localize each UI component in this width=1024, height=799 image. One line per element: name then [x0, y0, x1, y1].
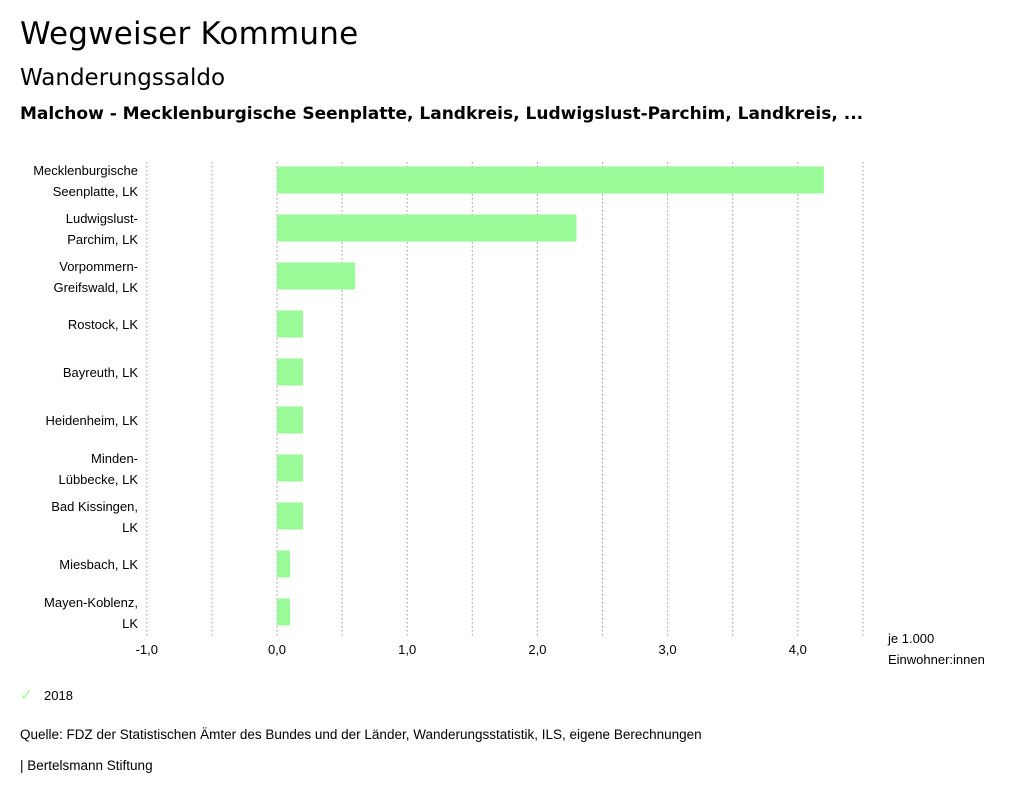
category-label: Bayreuth, LK [63, 365, 138, 380]
category-label: Mecklenburgische [33, 163, 138, 178]
x-tick-label: 2,0 [528, 642, 546, 657]
category-label: Heidenheim, LK [46, 413, 139, 428]
page-title: Wegweiser Kommune [20, 16, 359, 52]
bar [277, 310, 304, 338]
category-label: Bad Kissingen, [51, 499, 138, 514]
source-note: Quelle: FDZ der Statistischen Ämter des … [20, 727, 702, 742]
category-label: Ludwigslust- [66, 211, 138, 226]
x-tick-label: 0,0 [268, 642, 286, 657]
category-label: Miesbach, LK [59, 557, 138, 572]
x-tick-label: 3,0 [659, 642, 677, 657]
bar [277, 502, 304, 530]
bar-chart: -1,0 0,0 1,0 2,0 3,0 4,0 je 1.000 Einwohner:inn… [33, 162, 985, 667]
x-tick-label: 4,0 [789, 642, 807, 657]
region-list: Malchow - Mecklenburgische Seenplatte, L… [20, 104, 864, 124]
bar [277, 550, 291, 578]
chart-subtitle: Wanderungssaldo [20, 65, 226, 91]
category-label: Vorpommern- [59, 259, 138, 274]
bar [277, 262, 356, 290]
category-label: Lübbecke, LK [58, 472, 138, 487]
bar [277, 166, 824, 194]
category-label: Rostock, LK [68, 317, 138, 332]
x-tick-label: -1,0 [136, 642, 158, 657]
legend[interactable]: ✓ 2018 [20, 686, 73, 704]
bar [277, 598, 291, 626]
check-icon[interactable]: ✓ [20, 687, 33, 704]
brand-note: | Bertelsmann Stiftung [20, 758, 153, 773]
category-label: Minden- [91, 451, 138, 466]
category-label: Seenplatte, LK [53, 184, 139, 199]
bar [277, 454, 304, 482]
category-label: Greifswald, LK [53, 280, 138, 295]
category-label: LK [122, 520, 138, 535]
category-label: Parchim, LK [67, 232, 138, 247]
category-label: Mayen-Koblenz, [44, 595, 138, 610]
x-axis-label: je 1.000 [887, 631, 934, 646]
x-axis-label: Einwohner:innen [888, 652, 985, 667]
bar [277, 406, 304, 434]
bar [277, 214, 577, 242]
x-tick-label: 1,0 [398, 642, 416, 657]
bar [277, 358, 304, 386]
legend-label: 2018 [44, 687, 73, 703]
category-label: LK [122, 616, 138, 631]
